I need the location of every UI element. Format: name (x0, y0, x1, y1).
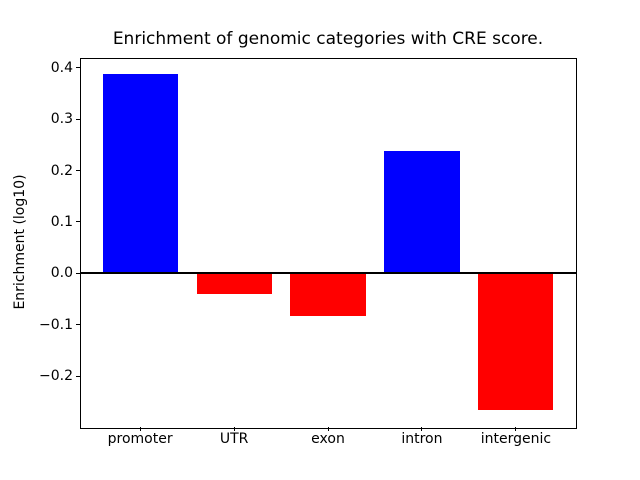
y-tick-label: 0.2 (50, 162, 73, 179)
x-tick-label-intron: intron (401, 431, 443, 447)
bar-promoter (102, 74, 178, 274)
y-tick-label: 0.4 (50, 59, 73, 76)
bar-exon (290, 273, 366, 316)
zero-line (80, 272, 576, 275)
y-tick-label: 0.3 (50, 111, 73, 127)
y-tick-mark (76, 272, 80, 274)
y-tick-mark (76, 118, 80, 120)
y-tick-label: 0.0 (50, 265, 73, 282)
y-tick-mark (76, 221, 80, 223)
y-tick-mark (76, 67, 80, 69)
x-tick-mark (515, 427, 517, 431)
y-axis-label: Enrichment (log10) (12, 174, 28, 310)
y-tick-label: −0.1 (39, 316, 73, 333)
y-tick-mark (76, 375, 80, 377)
bar-UTR (196, 273, 272, 294)
x-tick-mark (327, 427, 329, 431)
x-tick-label-intergenic: intergenic (480, 431, 552, 447)
bar-intron (384, 150, 460, 274)
x-tick-label-promoter: promoter (107, 431, 173, 447)
x-tick-label-UTR: UTR (219, 431, 249, 447)
x-tick-mark (139, 427, 141, 431)
x-tick-label-exon: exon (311, 431, 345, 447)
chart-title: Enrichment of genomic categories with CR… (112, 29, 544, 49)
x-tick-mark (421, 427, 423, 431)
y-tick-mark (76, 170, 80, 171)
x-tick-mark (233, 427, 235, 431)
y-tick-label: −0.2 (39, 368, 73, 385)
bar-intergenic (478, 273, 554, 411)
y-tick-label: 0.1 (50, 213, 73, 230)
y-tick-mark (76, 324, 80, 326)
